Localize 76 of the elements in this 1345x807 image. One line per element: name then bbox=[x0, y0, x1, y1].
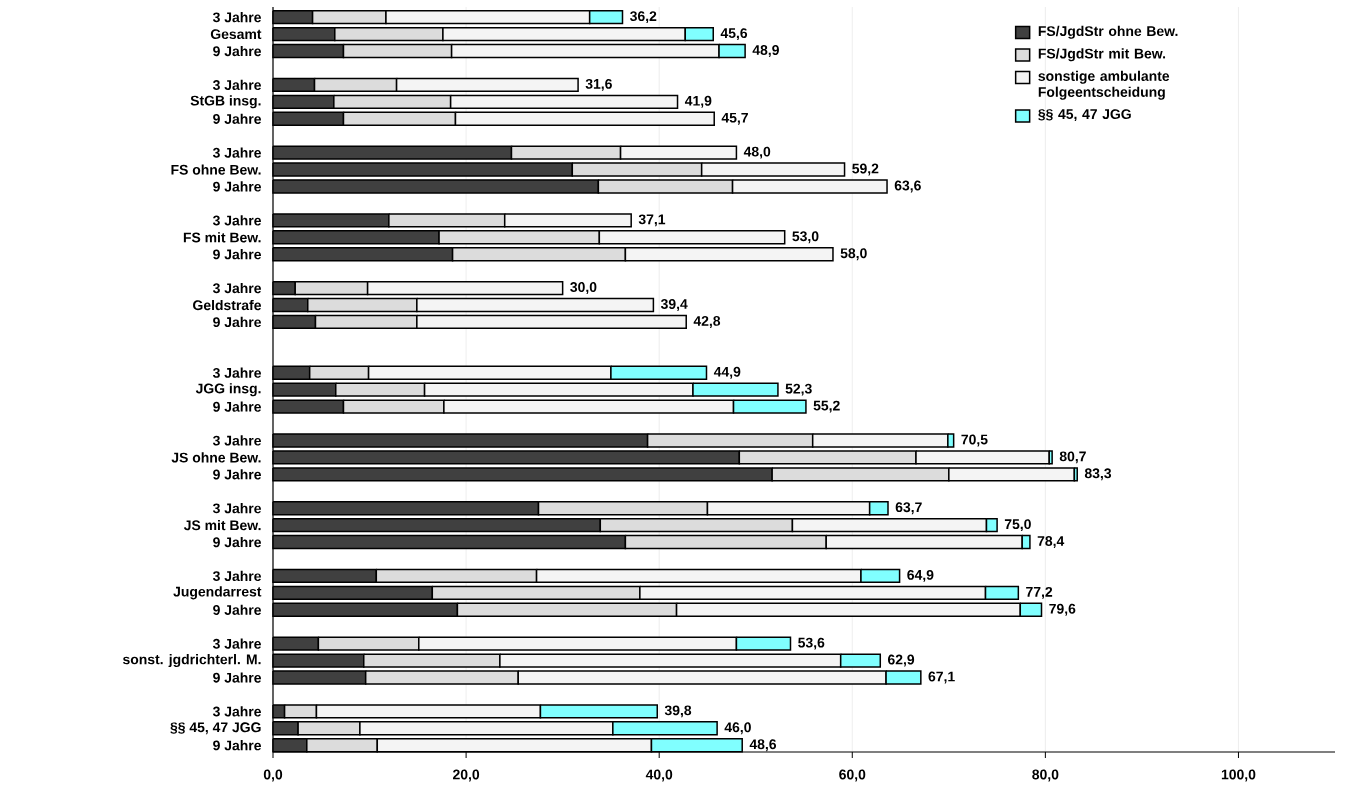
total-label: 55,2 bbox=[813, 400, 840, 413]
x-tick-label: 20,0 bbox=[453, 769, 480, 782]
y-tick-label: 9 Jahre bbox=[213, 536, 261, 548]
total-label: 48,6 bbox=[749, 739, 777, 752]
y-tick-label: Gesamt bbox=[210, 29, 262, 40]
y-tick-label: 9 Jahre bbox=[213, 401, 261, 412]
total-label: 31,6 bbox=[585, 78, 612, 91]
total-label: 70,5 bbox=[961, 434, 988, 447]
y-tick-label: Geldstrafe bbox=[193, 299, 261, 311]
total-label: 64,9 bbox=[907, 569, 934, 582]
total-label: 77,2 bbox=[1026, 586, 1053, 599]
total-label: 78,4 bbox=[1037, 536, 1065, 548]
y-tick-label: FS ohne Bew. bbox=[171, 164, 261, 175]
x-tick-label: 80,0 bbox=[1032, 769, 1059, 782]
total-label: 37,1 bbox=[638, 214, 666, 227]
y-tick-label: 3 Jahre bbox=[212, 435, 261, 446]
y-tick-label: 3 Jahre bbox=[212, 12, 261, 23]
y-tick-label: 3 Jahre bbox=[212, 503, 261, 514]
y-tick-label: StGB insg. bbox=[190, 95, 261, 109]
y-tick-label: 9 Jahre bbox=[213, 113, 261, 124]
total-label: 36,2 bbox=[630, 11, 657, 24]
total-label: 46,0 bbox=[724, 722, 751, 735]
total-label: 83,3 bbox=[1084, 468, 1112, 481]
y-tick-label: 9 Jahre bbox=[213, 672, 261, 683]
y-tick-label: 9 Jahre bbox=[213, 249, 261, 260]
y-tick-label: 3 Jahre bbox=[212, 638, 261, 649]
y-tick-label: 9 Jahre bbox=[213, 740, 261, 751]
total-label: 45,6 bbox=[720, 28, 748, 41]
total-label: 80,7 bbox=[1059, 451, 1086, 464]
y-tick-label: 3 Jahre bbox=[212, 282, 261, 294]
y-tick-label: 3 Jahre bbox=[212, 367, 261, 378]
y-tick-label: 3 Jahre bbox=[212, 215, 261, 226]
y-tick-label: 9 Jahre bbox=[213, 316, 261, 328]
total-label: 58,0 bbox=[840, 248, 867, 261]
y-tick-label: sonst. jgdrichterl. M. bbox=[122, 654, 261, 668]
y-tick-label: 3 Jahre bbox=[212, 570, 261, 582]
x-tick-label: 0,0 bbox=[263, 769, 283, 782]
x-tick-label: 40,0 bbox=[645, 769, 673, 782]
y-tick-label: FS mit Bew. bbox=[183, 232, 261, 243]
total-label: 39,8 bbox=[664, 705, 692, 718]
total-label: 63,7 bbox=[895, 502, 922, 515]
total-label: 48,0 bbox=[743, 146, 771, 159]
y-tick-label: 9 Jahre bbox=[213, 181, 261, 192]
total-label: 59,2 bbox=[852, 163, 879, 176]
total-label: 44,9 bbox=[713, 366, 741, 379]
y-tick-label: 9 Jahre bbox=[213, 45, 261, 57]
y-tick-label: JS ohne Bew. bbox=[171, 452, 261, 463]
total-label: 39,4 bbox=[660, 299, 688, 311]
y-tick-label: JGG insg. bbox=[195, 383, 261, 397]
total-label: 75,0 bbox=[1004, 519, 1031, 532]
y-tick-label: Jugendarrest bbox=[173, 586, 262, 600]
total-label: 62,9 bbox=[887, 654, 915, 667]
total-label: 67,1 bbox=[928, 671, 955, 684]
y-tick-label: 3 Jahre bbox=[212, 79, 261, 91]
total-label: 53,0 bbox=[792, 231, 819, 244]
legend-label: FS/JgdStr ohne Bew. bbox=[1038, 25, 1178, 39]
y-tick-label: JS mit Bew. bbox=[183, 520, 261, 531]
y-tick-label: 9 Jahre bbox=[213, 604, 261, 615]
x-tick-label: 60,0 bbox=[839, 769, 866, 782]
y-tick-label: §§ 45, 47 JGG bbox=[170, 722, 261, 735]
legend-label: sonstige ambulante Folgeentscheidung bbox=[1038, 70, 1170, 100]
legend-label: §§ 45, 47 JGG bbox=[1038, 109, 1131, 122]
legend-label: FS/JgdStr mit Bew. bbox=[1038, 48, 1166, 62]
y-tick-label: 3 Jahre bbox=[212, 706, 261, 717]
total-label: 42,8 bbox=[693, 315, 721, 328]
total-label: 53,6 bbox=[798, 637, 825, 650]
total-label: 30,0 bbox=[570, 282, 597, 295]
total-label: 41,9 bbox=[684, 95, 712, 108]
y-tick-label: 3 Jahre bbox=[212, 147, 261, 158]
total-label: 79,6 bbox=[1049, 603, 1076, 616]
total-label: 48,9 bbox=[752, 45, 779, 57]
y-tick-label: 9 Jahre bbox=[213, 469, 261, 480]
total-label: 45,7 bbox=[721, 112, 748, 125]
total-label: 52,3 bbox=[785, 383, 812, 396]
x-tick-label: 100,0 bbox=[1221, 769, 1256, 782]
total-label: 63,6 bbox=[894, 180, 921, 193]
